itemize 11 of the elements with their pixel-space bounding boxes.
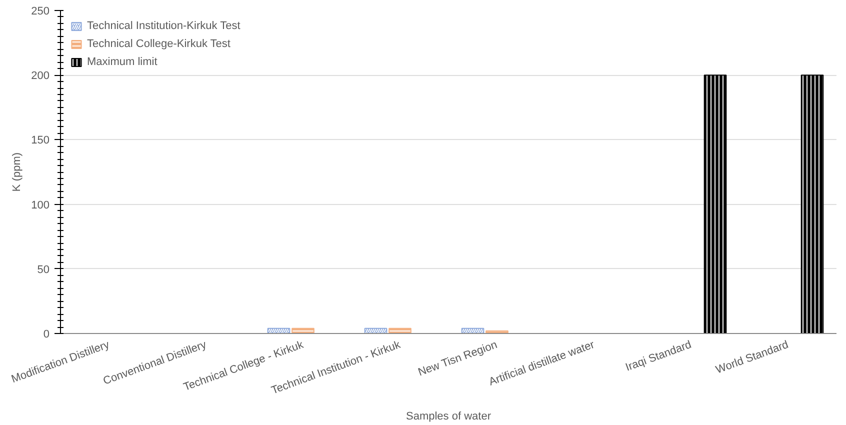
x-axis-title: Samples of water (406, 410, 492, 423)
y-tick-label: 150 (31, 134, 50, 147)
legend-label: Maximum limit (87, 56, 158, 68)
y-tick-label: 250 (31, 6, 50, 18)
legend-label: Technical Institution-Kirkuk Test (87, 20, 240, 32)
y-tick-label: 50 (37, 264, 50, 276)
y-tick-label: 200 (31, 70, 50, 82)
legend-label: Technical College-Kirkuk Test (87, 38, 230, 50)
y-tick-label: 100 (31, 199, 50, 212)
y-tick-label: 0 (43, 328, 50, 340)
y-axis-title: K (ppm) (11, 152, 24, 192)
